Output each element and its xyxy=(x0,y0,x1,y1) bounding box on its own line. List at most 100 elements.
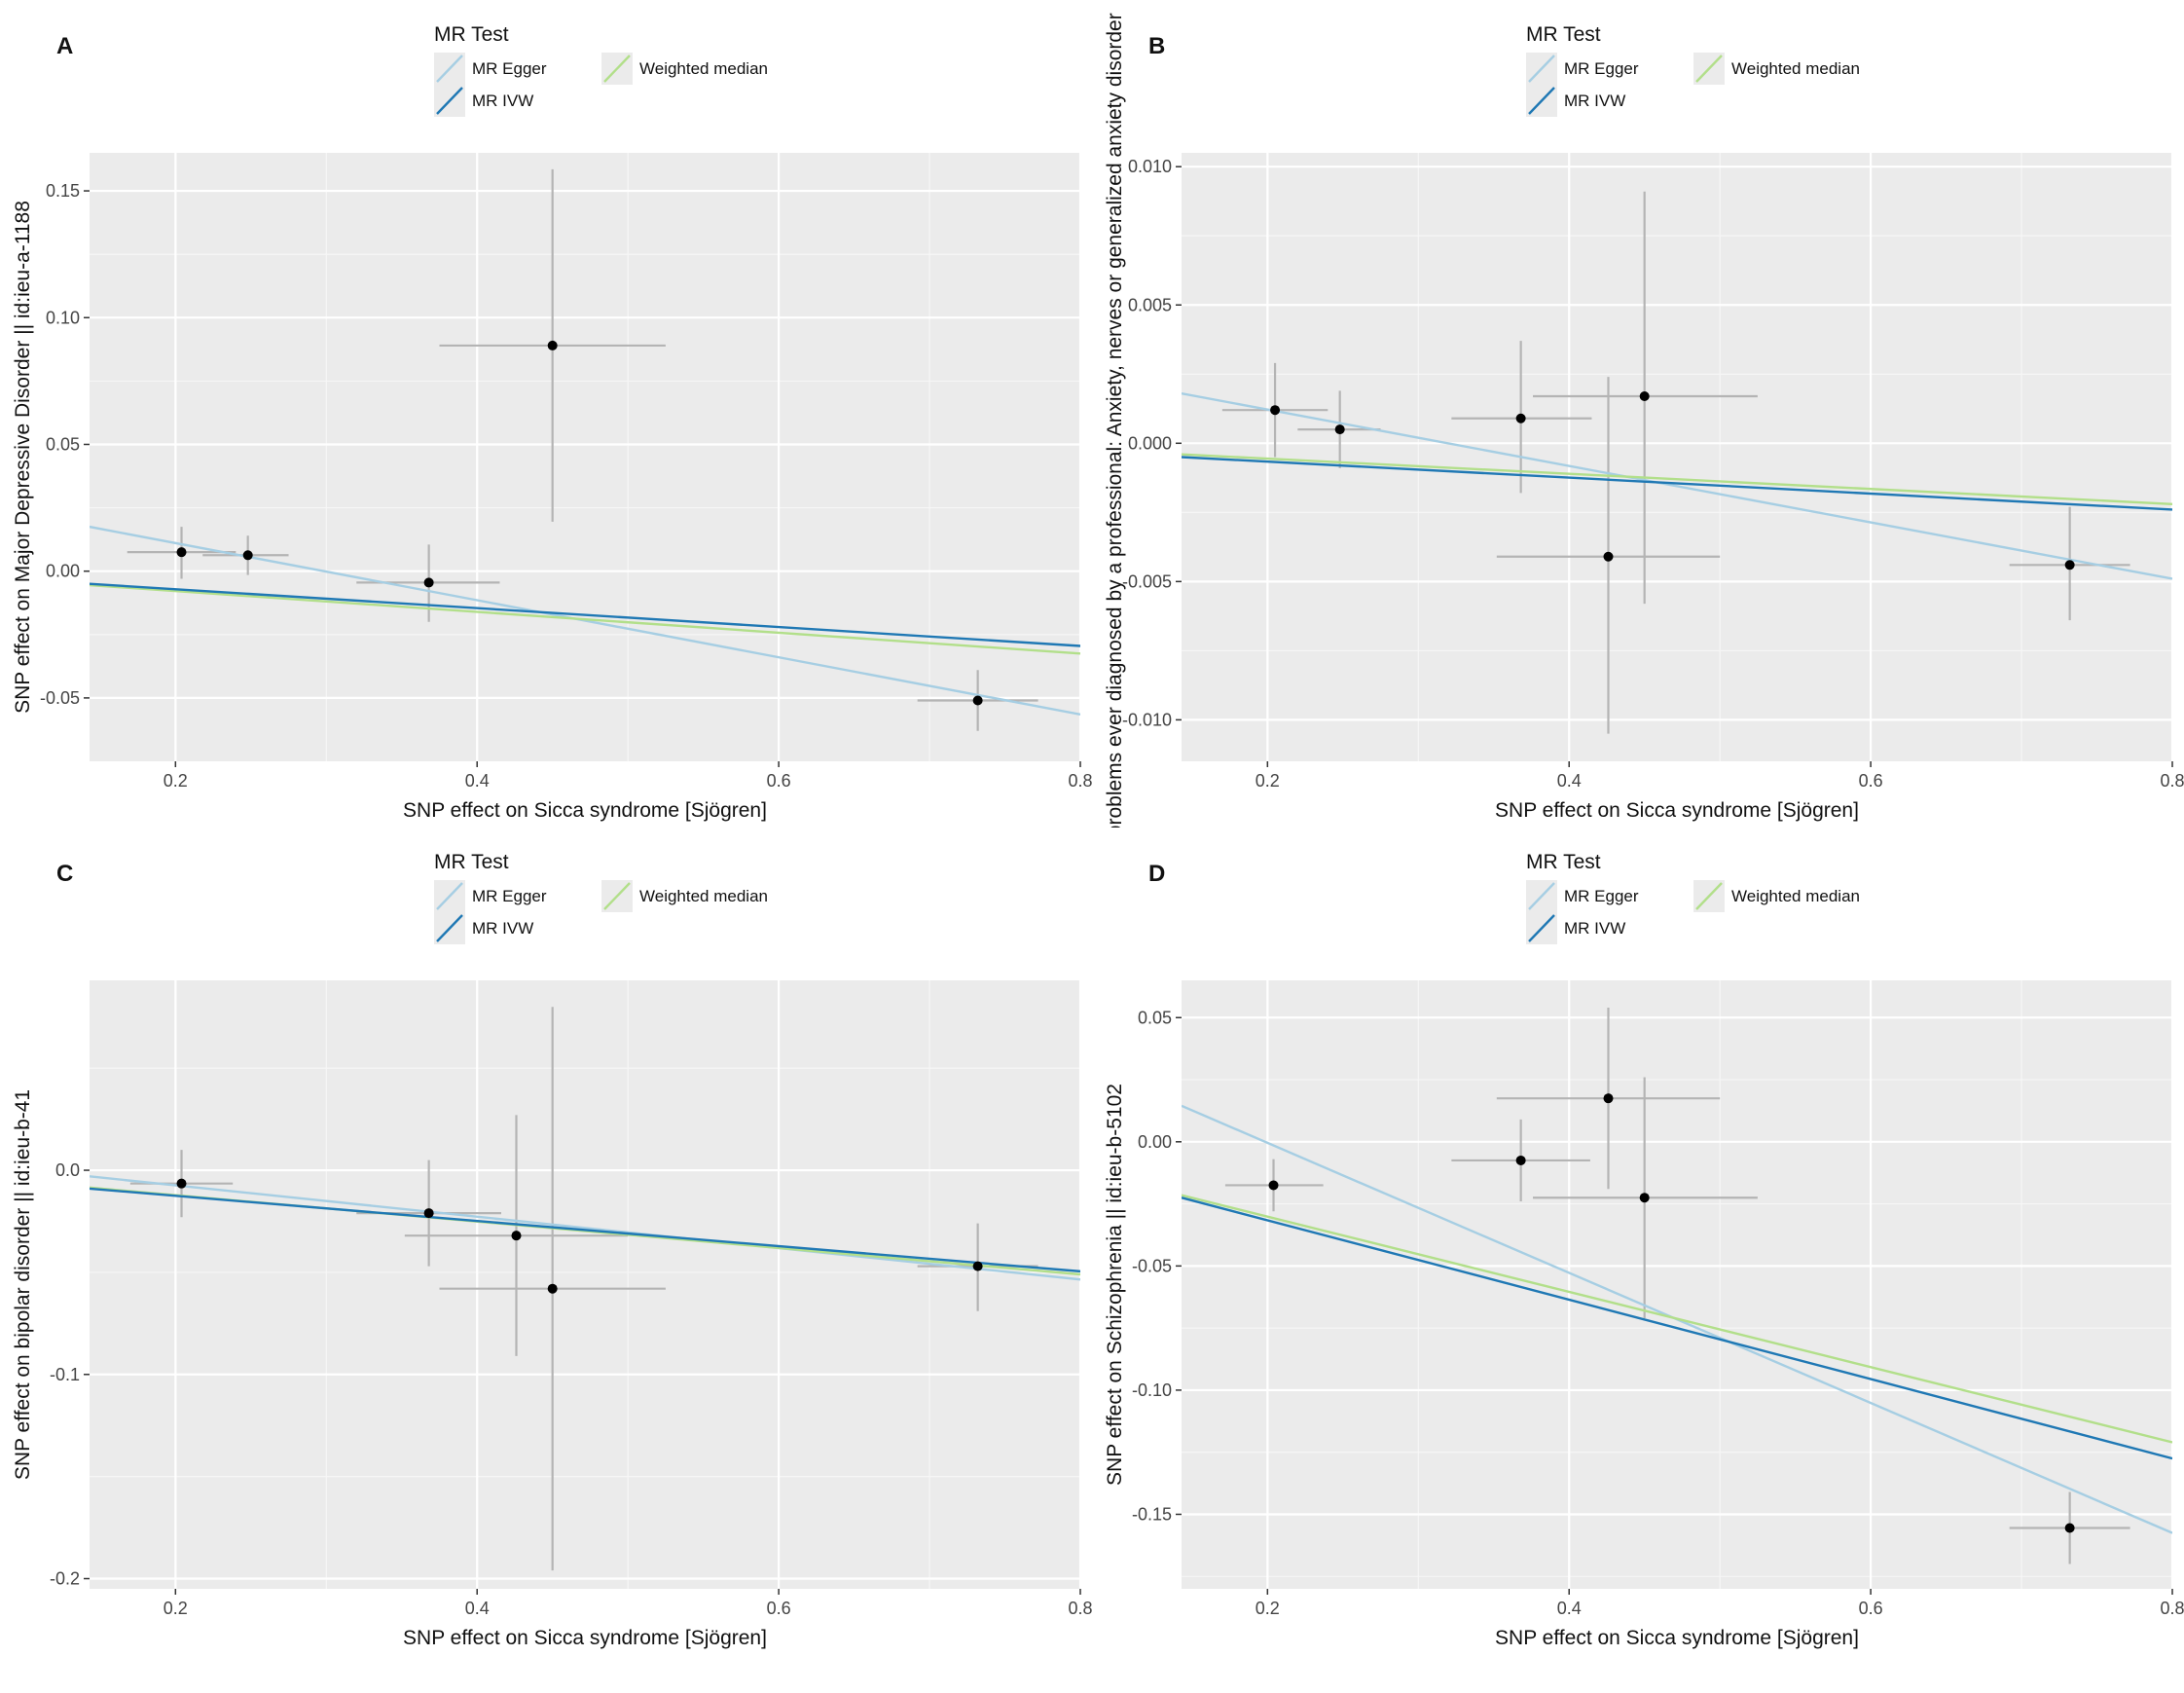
panel-d: 0.2 0.4 0.6 0.8 -0.15 -0.10 -0.05 0.00 0.05 SNP e… xyxy=(1092,828,2184,1655)
x-axis-title: SNP effect on Sicca syndrome [Sjögren] xyxy=(1495,1627,1859,1649)
legend-label-median: Weighted median xyxy=(639,887,768,905)
x-tick-label: 0.4 xyxy=(1557,1599,1582,1618)
data-layer xyxy=(90,1007,1080,1571)
panel-a: 0.2 0.4 0.6 0.8 -0.05 0.00 0.05 0.10 0.15 SNP eff… xyxy=(0,0,1092,828)
regression-line-egger xyxy=(90,1175,1080,1281)
panel-letter: A xyxy=(56,33,73,59)
regression-line-median xyxy=(1182,453,2172,505)
regression-line-ivw xyxy=(90,582,1080,647)
legend-key-median xyxy=(1695,55,1723,83)
plot-background xyxy=(90,153,1080,761)
x-tick-label: 0.6 xyxy=(767,771,791,791)
data-point xyxy=(1639,1193,1650,1203)
x-tick-label: 0.8 xyxy=(1068,1599,1092,1618)
x-tick-label: 0.2 xyxy=(164,1599,188,1618)
legend-key-ivw xyxy=(436,914,463,942)
legend-key-median xyxy=(603,55,631,83)
data-point xyxy=(1268,1180,1279,1191)
y-tick-label: 0.010 xyxy=(1128,157,1172,176)
y-tick-label: 0.10 xyxy=(46,308,80,327)
y-axis-title: Health problems ever diagnosed by a prof… xyxy=(1104,13,1126,828)
panel-letter: C xyxy=(56,861,73,887)
x-tick-label: 0.8 xyxy=(1068,771,1092,791)
legend-label-egger: MR Egger xyxy=(1564,887,1639,905)
legend-title: MR Test xyxy=(434,23,509,46)
y-tick-label: -0.10 xyxy=(1132,1380,1172,1400)
data-layer xyxy=(1182,191,2172,734)
y-tick-label: 0.00 xyxy=(46,562,80,581)
data-point xyxy=(1270,405,1281,416)
y-tick-label: -0.15 xyxy=(1132,1504,1172,1524)
legend-key-egger xyxy=(436,882,463,910)
data-point xyxy=(176,1178,187,1189)
chart-svg: 0.2 0.4 0.6 0.8 -0.15 -0.10 -0.05 0.00 0.05 SNP e… xyxy=(1104,851,2184,1649)
x-tick-label: 0.6 xyxy=(767,1599,791,1618)
legend-key-egger xyxy=(436,55,463,83)
legend-label-ivw: MR IVW xyxy=(472,919,533,938)
x-tick-label: 0.8 xyxy=(2160,771,2184,791)
y-tick-label: 0.05 xyxy=(46,434,80,454)
legend-title: MR Test xyxy=(434,851,509,873)
chart-svg: 0.2 0.4 0.6 0.8 -0.05 0.00 0.05 0.10 0.15 SNP eff… xyxy=(12,23,1092,822)
data-point xyxy=(972,695,983,706)
y-tick-label: -0.05 xyxy=(40,688,80,708)
chart-svg: 0.2 0.4 0.6 0.8 -0.010 -0.005 0.000 0.005 0.010 S… xyxy=(1104,13,2184,828)
panel-letter: B xyxy=(1148,33,1165,59)
regression-line-ivw xyxy=(90,1187,1080,1273)
x-tick-label: 0.2 xyxy=(1256,1599,1280,1618)
x-axis-title: SNP effect on Sicca syndrome [Sjögren] xyxy=(403,799,767,822)
y-axis-title: SNP effect on bipolar disorder || id:ieu… xyxy=(12,1089,34,1480)
data-point xyxy=(1603,551,1614,562)
data-point xyxy=(1515,1155,1526,1165)
regression-line-ivw xyxy=(1182,1196,2172,1460)
data-layer xyxy=(90,168,1080,731)
legend-key-egger xyxy=(1528,882,1555,910)
x-tick-label: 0.4 xyxy=(1557,771,1582,791)
legend-label-ivw: MR IVW xyxy=(1564,919,1625,938)
x-tick-label: 0.4 xyxy=(465,771,490,791)
y-tick-label: 0.00 xyxy=(1138,1132,1172,1152)
panel-letter: D xyxy=(1148,861,1165,887)
y-tick-label: -0.1 xyxy=(50,1365,80,1384)
legend-label-ivw: MR IVW xyxy=(1564,92,1625,110)
data-point xyxy=(242,550,253,561)
legend-label-median: Weighted median xyxy=(1731,59,1860,78)
x-axis-title: SNP effect on Sicca syndrome [Sjögren] xyxy=(1495,799,1859,822)
regression-line-median xyxy=(90,583,1080,655)
legend-label-median: Weighted median xyxy=(639,59,768,78)
data-point xyxy=(547,1283,558,1294)
x-tick-label: 0.8 xyxy=(2160,1599,2184,1618)
y-tick-label: 0.15 xyxy=(46,181,80,201)
data-point xyxy=(423,577,434,588)
data-point xyxy=(423,1208,434,1219)
chart-svg: 0.2 0.4 0.6 0.8 -0.2 -0.1 0.0 SNP effect on Sic… xyxy=(12,851,1092,1649)
regression-line-ivw xyxy=(1182,456,2172,511)
y-tick-label: 0.000 xyxy=(1128,433,1172,453)
legend-label-egger: MR Egger xyxy=(472,59,547,78)
plot-background xyxy=(1182,980,2172,1589)
y-tick-label: -0.010 xyxy=(1122,710,1172,729)
data-point xyxy=(1639,391,1650,401)
legend-title: MR Test xyxy=(1526,851,1601,873)
plot-background xyxy=(1182,153,2172,761)
data-layer xyxy=(1182,1008,2172,1564)
regression-line-egger xyxy=(90,525,1080,717)
data-point xyxy=(511,1231,522,1241)
x-tick-label: 0.2 xyxy=(1256,771,1280,791)
regression-line-median xyxy=(1182,1194,2172,1444)
legend-key-median xyxy=(1695,882,1723,910)
data-point xyxy=(176,547,187,558)
x-axis-title: SNP effect on Sicca syndrome [Sjögren] xyxy=(403,1627,767,1649)
legend-label-egger: MR Egger xyxy=(472,887,547,905)
legend-key-ivw xyxy=(1528,914,1555,942)
legend-key-median xyxy=(603,882,631,910)
panel-c: 0.2 0.4 0.6 0.8 -0.2 -0.1 0.0 SNP effect on Sic… xyxy=(0,828,1092,1655)
plot-background xyxy=(90,980,1080,1589)
panel-b: 0.2 0.4 0.6 0.8 -0.010 -0.005 0.000 0.005 0.010 S… xyxy=(1092,0,2184,828)
data-point xyxy=(1334,424,1345,435)
data-point xyxy=(547,340,558,350)
y-tick-label: 0.05 xyxy=(1138,1008,1172,1027)
legend-label-median: Weighted median xyxy=(1731,887,1860,905)
legend-key-ivw xyxy=(1528,87,1555,115)
data-point xyxy=(2064,560,2075,570)
